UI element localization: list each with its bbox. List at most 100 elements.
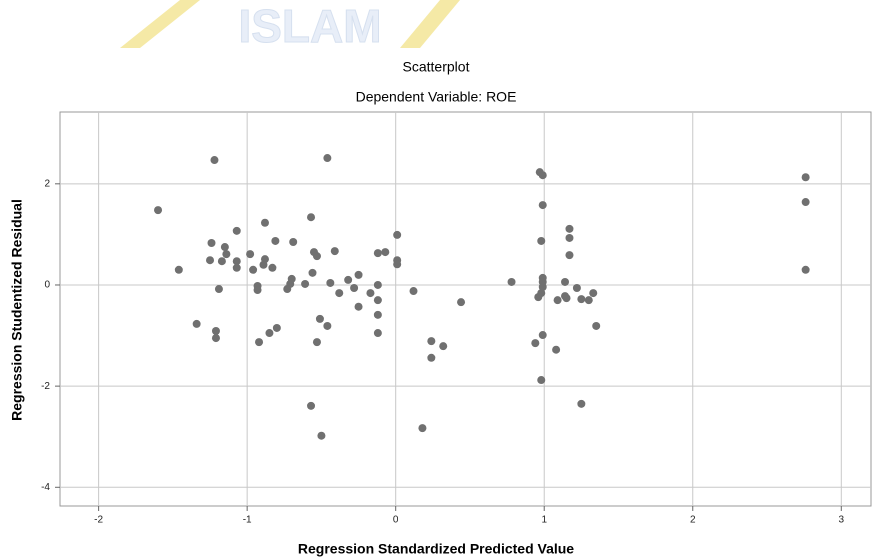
point (354, 270, 363, 279)
point (537, 376, 546, 385)
point (272, 323, 281, 332)
point (373, 280, 382, 289)
watermark: ISLAM (238, 0, 381, 52)
point (393, 230, 402, 239)
point (246, 250, 255, 259)
point (801, 265, 810, 274)
point (217, 257, 226, 266)
point (584, 296, 593, 305)
point (572, 284, 581, 293)
point (577, 399, 586, 408)
point (537, 236, 546, 245)
point (315, 314, 324, 323)
point (154, 206, 163, 215)
point (207, 238, 216, 247)
point (255, 338, 264, 347)
point (553, 296, 562, 305)
point (507, 277, 516, 286)
point (552, 345, 561, 354)
point (307, 213, 316, 222)
point (350, 284, 359, 293)
point (409, 287, 418, 296)
point (192, 319, 201, 328)
point (317, 431, 326, 440)
point (561, 277, 570, 286)
x-tick-label: 2 (690, 515, 696, 526)
point (427, 337, 436, 346)
point (354, 302, 363, 311)
point (534, 293, 543, 302)
point (210, 156, 219, 165)
point (366, 289, 375, 298)
point (538, 201, 547, 210)
point (577, 295, 586, 304)
point (308, 268, 317, 277)
x-tick-label: -1 (243, 515, 252, 526)
x-tick-label: 0 (393, 515, 399, 526)
y-tick-label: -2 (41, 381, 50, 392)
point (268, 263, 277, 272)
point (289, 237, 298, 246)
point (232, 263, 241, 272)
point (260, 218, 269, 227)
point (232, 257, 241, 266)
point (335, 289, 344, 298)
y-tick-label: 0 (44, 280, 50, 291)
point (323, 154, 332, 163)
watermark-shape (400, 0, 460, 48)
point (565, 224, 574, 233)
point (373, 310, 382, 319)
x-tick-label: -2 (94, 515, 103, 526)
point (220, 243, 229, 252)
point (344, 275, 353, 284)
point (565, 251, 574, 260)
y-tick-label: 2 (44, 178, 50, 189)
point (174, 265, 183, 274)
point (373, 329, 382, 338)
point (592, 321, 601, 330)
point (301, 279, 310, 288)
point (323, 321, 332, 330)
x-axis-label: Regression Standardized Predicted Value (298, 541, 574, 557)
point (283, 285, 292, 294)
point (373, 296, 382, 305)
point (418, 424, 427, 433)
point (312, 338, 321, 347)
point (326, 278, 335, 287)
chart-subtitle: Dependent Variable: ROE (356, 89, 517, 105)
point (222, 250, 231, 259)
point (307, 401, 316, 410)
point (538, 282, 547, 291)
point (373, 249, 382, 258)
point (249, 265, 258, 274)
point (271, 236, 280, 245)
point (538, 331, 547, 340)
point (265, 329, 274, 338)
point (381, 248, 390, 257)
point (538, 171, 547, 180)
point (457, 298, 466, 307)
point (232, 226, 241, 235)
point (253, 286, 262, 295)
point (393, 260, 402, 269)
chart-title: Scatterplot (403, 59, 470, 75)
point (531, 339, 540, 348)
point (801, 173, 810, 182)
plot-area: -2 -1 0 1 2 3 -4 -2 0 2 (41, 111, 872, 526)
point (330, 247, 339, 256)
y-tick-label: -4 (41, 482, 50, 493)
point (206, 256, 215, 265)
point (562, 294, 571, 303)
point (589, 289, 598, 298)
point (214, 285, 223, 294)
x-tick-label: 1 (541, 515, 547, 526)
point (259, 260, 268, 269)
point (565, 233, 574, 242)
point (427, 353, 436, 362)
point (439, 342, 448, 351)
point (312, 252, 321, 261)
point (801, 198, 810, 207)
point (211, 334, 220, 343)
x-tick-label: 3 (839, 515, 845, 526)
